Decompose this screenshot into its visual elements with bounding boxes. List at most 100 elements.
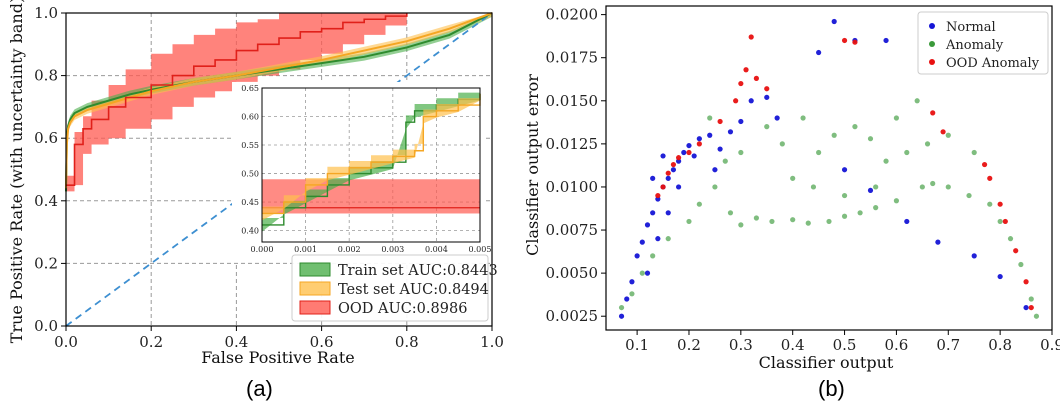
anomaly-point [997, 218, 1003, 225]
inset-y-tick-label: 0.55 [241, 141, 259, 150]
anomaly-point [971, 149, 977, 156]
x-tick-label: 0.4 [224, 333, 248, 351]
x-tick-label: 0.2 [677, 336, 701, 354]
normal-point [696, 136, 702, 142]
anomaly-point [945, 184, 951, 190]
x-axis-label: False Positive Rate [201, 348, 355, 367]
ood-anomaly-point [717, 118, 723, 125]
legend-label: Anomaly [945, 38, 1004, 53]
legend-label: Train set AUC:0.8443 [338, 263, 498, 279]
anomaly-point [987, 201, 993, 207]
ood-anomaly-point [660, 184, 666, 190]
anomaly-point [930, 180, 936, 187]
legend-b: Normal Anomaly OOD Anomaly [917, 11, 1049, 75]
ood-anomaly-point [997, 201, 1003, 207]
inset-x-tick-label: 0.005 [469, 245, 492, 254]
x-tick-label: 0.1 [625, 336, 649, 354]
normal-point [639, 239, 645, 245]
anomaly-point [893, 115, 900, 121]
anomaly-point [919, 184, 925, 190]
inset-y-tick-label: 0.45 [241, 198, 259, 207]
anomaly-point [712, 184, 718, 190]
ood-anomaly-point [748, 34, 754, 40]
inset-y-tick-label: 0.40 [241, 227, 259, 236]
normal-point [764, 94, 770, 100]
anomaly-point [883, 158, 889, 164]
normal-point [670, 167, 677, 173]
normal-point [650, 175, 656, 181]
anomaly-point [826, 218, 832, 225]
normal-point [665, 210, 671, 216]
legend-marker [929, 23, 935, 29]
ood-anomaly-point [670, 161, 677, 168]
anomaly-point [873, 205, 879, 211]
ood-anomaly-point [987, 175, 993, 181]
anomaly-point [722, 158, 728, 164]
roc-chart: 0.000 0.001 0.002 0.003 0.004 0.005 0.40 0.45 0.… [0, 0, 520, 372]
x-tick-label: 0.8 [988, 336, 1012, 354]
inset-x-tick-label: 0.001 [294, 245, 317, 254]
inset-x-tick-label: 0.004 [425, 245, 448, 254]
ood-anomaly-point [655, 192, 661, 199]
normal-point [717, 146, 723, 152]
normal-point [935, 239, 941, 245]
anomaly-point [753, 215, 759, 221]
ood-anomaly-point [981, 161, 988, 168]
anomaly-point [816, 149, 822, 156]
normal-point [816, 49, 822, 56]
ood-anomaly-point [1028, 304, 1034, 311]
ood-anomaly-point [1002, 218, 1008, 225]
inset-train-band [262, 86, 480, 232]
x-tick-label: 0.4 [781, 336, 805, 354]
legend-label: OOD Anomaly [946, 56, 1040, 71]
x-tick-label: 0.5 [833, 336, 857, 354]
y-tick-label: 0.0175 [546, 49, 599, 67]
anomaly-point [867, 136, 874, 142]
inset-x-tick-label: 0.003 [381, 245, 404, 254]
inset-x-tick-label: 0.002 [338, 245, 361, 254]
ood-anomaly-point [676, 155, 682, 161]
normal-point [660, 153, 666, 159]
inset-x-tick-label: 0.000 [251, 245, 274, 254]
anomaly-point [800, 115, 806, 121]
anomaly-point [841, 213, 848, 219]
anomaly-point [769, 218, 775, 225]
y-tick-label: 1.0 [34, 4, 58, 22]
ood-anomaly-point [1023, 279, 1029, 285]
anomaly-point [810, 184, 817, 190]
y-tick-label: 0.0075 [546, 221, 599, 239]
anomaly-point [945, 132, 951, 138]
ood-anomaly-point [1013, 248, 1019, 254]
normal-point [774, 115, 780, 121]
x-tick-label: 0.6 [310, 333, 334, 351]
y-tick-label: 0.0100 [546, 178, 599, 196]
legend-box [917, 11, 1049, 75]
anomaly-point [805, 220, 811, 226]
normal-point [686, 142, 692, 149]
y-axis-label: Classifier output error [523, 74, 542, 256]
plot-frame [65, 12, 493, 327]
caption-b: (b) [818, 376, 845, 401]
y-tick-label: 0.0150 [546, 92, 599, 110]
x-tick-label: 0.8 [395, 333, 419, 351]
anomaly-point [639, 270, 645, 276]
y-tick-label: 0.2 [34, 254, 58, 272]
ood-anomaly-point [852, 39, 858, 45]
x-tick-label: 0.7 [936, 336, 960, 354]
ood-anomaly-point [764, 86, 770, 92]
anomaly-point [790, 175, 796, 181]
inset-y-tick-label: 0.65 [241, 84, 259, 93]
ood-anomaly-point [930, 110, 936, 116]
normal-point [1023, 304, 1029, 311]
anomaly-point [1018, 261, 1024, 268]
anomaly-point [841, 192, 848, 199]
anomaly-point [924, 141, 931, 147]
normal-point [831, 18, 837, 25]
anomaly-point [650, 253, 656, 259]
x-tick-label: 0.0 [54, 333, 78, 351]
legend-label: OOD AUC:0.8986 [338, 301, 467, 317]
anomaly-point [738, 149, 744, 156]
legend-swatch [299, 281, 331, 296]
anomaly-point [686, 218, 692, 225]
normal-point [655, 236, 661, 242]
